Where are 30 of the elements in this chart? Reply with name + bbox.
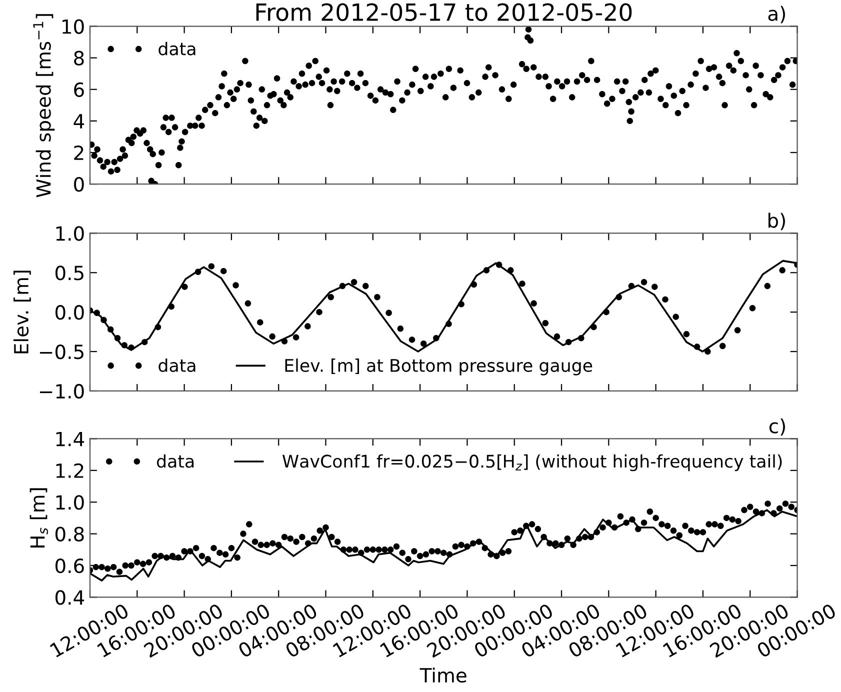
y-tick-label: 0.8 [55, 526, 84, 542]
y-tick-label: 8 [74, 50, 84, 66]
y-tick-label: 6 [74, 82, 84, 98]
legend-label: Elev. [m] at Bottom pressure gauge [285, 358, 592, 376]
y-tick-label: 10 [62, 19, 84, 34]
text: b) [768, 212, 785, 230]
text: c) [769, 418, 785, 436]
y-tick-label: 0.5 [55, 266, 84, 280]
x-axis-title: Time [420, 668, 466, 683]
y-axis-title: Wind speed [ms$^{−1}$] [33, 14, 55, 198]
y-tick-label: 4 [74, 114, 84, 128]
legend-label: data [156, 454, 194, 468]
y-tick-label: 1.2 [56, 463, 84, 478]
y-tick-label: 1.0 [56, 495, 84, 510]
y-tick-label: 1.0 [56, 226, 84, 241]
y-tick-label: 0 [74, 177, 84, 192]
legend-label: data [158, 42, 196, 56]
legend-label: WavConf1 fr=0.025−0.5[H$_{z}$] (without high-frequency tail) [282, 454, 782, 472]
y-tick-label: 0.6 [55, 558, 84, 574]
y-tick-label: 0.4 [55, 590, 84, 605]
text: a) [768, 6, 785, 24]
legend-label: data [158, 358, 196, 372]
y-tick-label: −0.5 [40, 344, 84, 360]
y-tick-label: 0.0 [55, 305, 84, 320]
y-tick-label: 2 [74, 145, 84, 160]
y-axis-title: Elev. [m] [14, 270, 31, 354]
y-axis-title: H$_{s}$ [m] [30, 488, 48, 548]
y-tick-label: −1.0 [40, 384, 84, 399]
chart-title: From 2012-05-17 to 2012-05-20 [256, 3, 632, 22]
y-tick-label: 1.4 [56, 432, 84, 446]
